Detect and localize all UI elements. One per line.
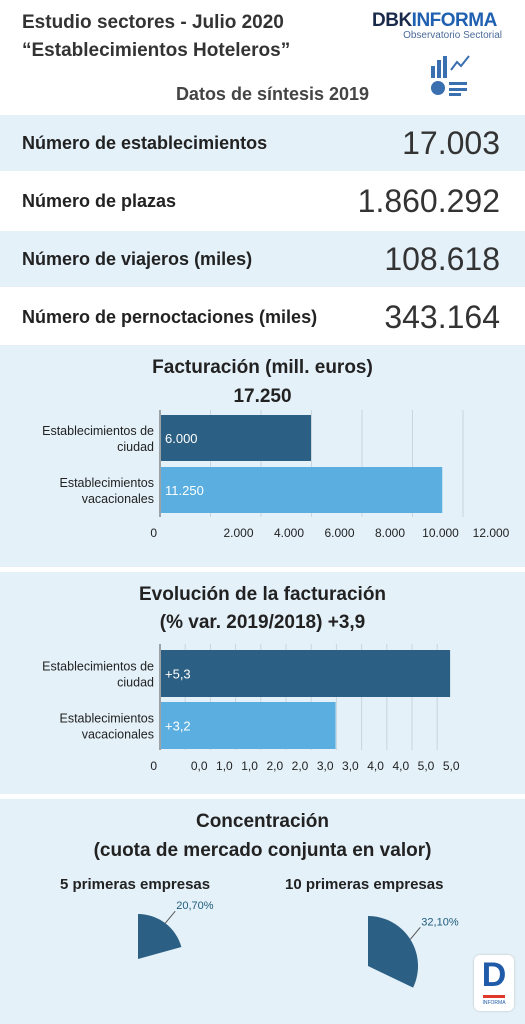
leader-line — [409, 927, 421, 940]
category-label: Establecimientos — [60, 712, 155, 726]
stat-label: Número de viajeros (miles) — [22, 249, 253, 269]
summary-heading: Datos de síntesis 2019 — [175, 84, 370, 104]
tick-label: 1,0 — [216, 759, 233, 773]
facturacion-bar-chart: 0 2.000 4.000 6.000 8.000 10.000 12.000 6.000 Es… — [42, 410, 510, 540]
pie-label-5: 5 primeras empresas — [60, 876, 211, 893]
category-label: Establecimientos de — [42, 424, 154, 438]
tick-label: 2.000 — [223, 526, 253, 540]
chart-title: Facturación (mill. euros) — [152, 357, 373, 378]
tick-label: 4,0 — [367, 759, 384, 773]
chart-title: Evolución de la facturación — [138, 584, 387, 605]
bar — [161, 467, 443, 513]
category-label: vacacionales — [82, 728, 154, 742]
tick-label: 3,0 — [342, 759, 359, 773]
pie-slice — [368, 916, 418, 988]
tick-label: 5,0 — [443, 759, 460, 773]
tick-label: 4,0 — [392, 759, 409, 773]
category-label: ciudad — [117, 440, 154, 454]
category-label: Establecimientos — [60, 476, 155, 490]
tick-label: 0 — [150, 526, 157, 540]
chart-subtitle: (cuota de mercado conjunta en valor) — [93, 840, 432, 861]
stat-label: Número de pernoctaciones (miles) — [22, 307, 318, 327]
stat-value: 1.860.292 — [357, 183, 500, 219]
stat-row-establecimientos: Número de establecimientos 17.003 — [0, 115, 525, 171]
pie-value-label: 20,70% — [176, 900, 214, 912]
data-label: 6.000 — [165, 431, 198, 446]
dbk-informa-logo: DBKINFORMA Observatorio Sectorial — [372, 10, 502, 41]
pie-value-label: 32,10% — [421, 916, 459, 928]
data-label: +5,3 — [165, 667, 191, 682]
logo-text-dbk: DBK — [372, 10, 412, 31]
pie-slice — [138, 914, 182, 959]
tick-label: 1,0 — [241, 759, 258, 773]
data-label: +3,2 — [165, 719, 191, 734]
tick-label: 5,0 — [418, 759, 435, 773]
logo-text-informa: INFORMA — [411, 10, 498, 31]
category-label: ciudad — [117, 676, 154, 690]
tick-label: 12.000 — [473, 526, 510, 540]
tick-label: 4.000 — [274, 526, 304, 540]
category-label: vacacionales — [82, 492, 154, 506]
tick-label: 10.000 — [422, 526, 459, 540]
logo-letter: D — [481, 956, 507, 994]
report-title: Estudio sectores - Julio 2020 — [22, 12, 284, 33]
tick-label: 3,0 — [317, 759, 334, 773]
tick-label: 8.000 — [375, 526, 405, 540]
logo-tagline: Observatorio Sectorial — [403, 30, 502, 41]
header: Estudio sectores - Julio 2020 “Estableci… — [0, 0, 525, 112]
bar — [161, 650, 451, 697]
concentracion-panel: Concentración (cuota de mercado conjunta… — [0, 799, 525, 1024]
chart-subtitle: 17.250 — [233, 386, 292, 407]
tick-label: 2,0 — [266, 759, 283, 773]
logo-text: INFORMA — [482, 1000, 506, 1006]
stat-row-pernoctaciones: Número de pernoctaciones (miles) 343.164 — [0, 289, 525, 345]
evolucion-bar-chart: 0 0,0 1,0 1,0 2,0 2,0 3,0 3,0 4,0 4,0 5,0 5,0 +5,3 Es… — [42, 644, 460, 773]
chart-icon — [431, 55, 470, 96]
tick-label: 6.000 — [324, 526, 354, 540]
tick-label: 2,0 — [292, 759, 309, 773]
concentracion-pie-charts: 20,70% 32,10% — [138, 900, 459, 988]
stat-label: Número de establecimientos — [22, 133, 268, 153]
bar — [161, 702, 336, 749]
report-subject: “Establecimientos Hoteleros” — [22, 40, 291, 61]
stat-label: Número de plazas — [22, 191, 177, 211]
category-label: Establecimientos de — [42, 660, 154, 674]
stat-row-plazas: Número de plazas 1.860.292 — [0, 173, 525, 229]
stat-row-viajeros: Número de viajeros (miles) 108.618 — [0, 231, 525, 287]
stat-value: 108.618 — [384, 241, 500, 277]
tick-label: 0,0 — [191, 759, 208, 773]
chart-subtitle: (% var. 2019/2018) +3,9 — [159, 612, 366, 633]
facturacion-panel: Facturación (mill. euros) 17.250 0 2.000 4… — [0, 345, 525, 567]
informa-logo-icon: D INFORMA — [474, 955, 514, 1011]
leader-line — [164, 910, 176, 924]
stat-value: 17.003 — [402, 125, 500, 161]
stat-value: 343.164 — [384, 299, 500, 335]
bar — [161, 415, 311, 461]
pie-label-10: 10 primeras empresas — [285, 876, 444, 893]
data-label: 11.250 — [165, 483, 204, 498]
chart-title: Concentración — [195, 811, 330, 832]
evolucion-panel: Evolución de la facturación (% var. 2019… — [0, 572, 525, 794]
tick-label: 0 — [150, 759, 157, 773]
